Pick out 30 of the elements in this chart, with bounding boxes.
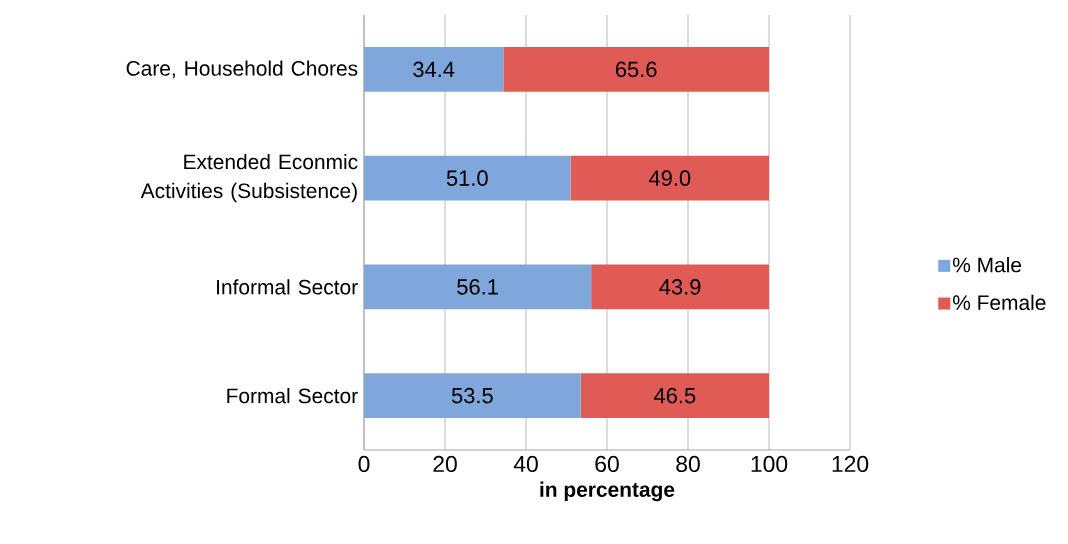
bar [591,264,770,310]
x-tick-label: 0 [358,455,370,473]
x-tick-label: 20 [433,455,457,473]
x-tick-label: 80 [676,455,700,473]
bar [364,155,571,201]
data-label: 53.5 [451,387,493,404]
legend-label: % Male [952,257,1022,273]
data-label: 51.0 [446,170,488,186]
legend-label: % Female [952,294,1046,311]
data-label: 34.4 [413,61,455,78]
data-label: 49.0 [648,170,691,186]
y-tick-label: Care, Household Chores [126,60,358,79]
bar [364,264,592,310]
data-label: 65.6 [615,61,657,78]
data-label: 46.5 [654,387,696,404]
x-axis-title: in percentage [540,481,675,502]
data-label: 56.1 [457,279,498,295]
bar [570,155,770,201]
data-label: 43.9 [659,279,701,295]
x-tick-label: 40 [513,455,538,473]
bar [580,373,770,418]
x-tick-label: 120 [832,455,869,473]
y-tick-label: Extended Econmic Activities (Subsistence) [140,153,358,203]
bar [364,47,504,92]
x-tick-label: 60 [595,455,619,473]
bar [503,47,770,92]
y-tick-label: Informal Sector [217,279,358,295]
bar [364,373,581,418]
x-tick-label: 100 [751,455,788,473]
y-tick-label: Formal Sector [227,387,358,404]
